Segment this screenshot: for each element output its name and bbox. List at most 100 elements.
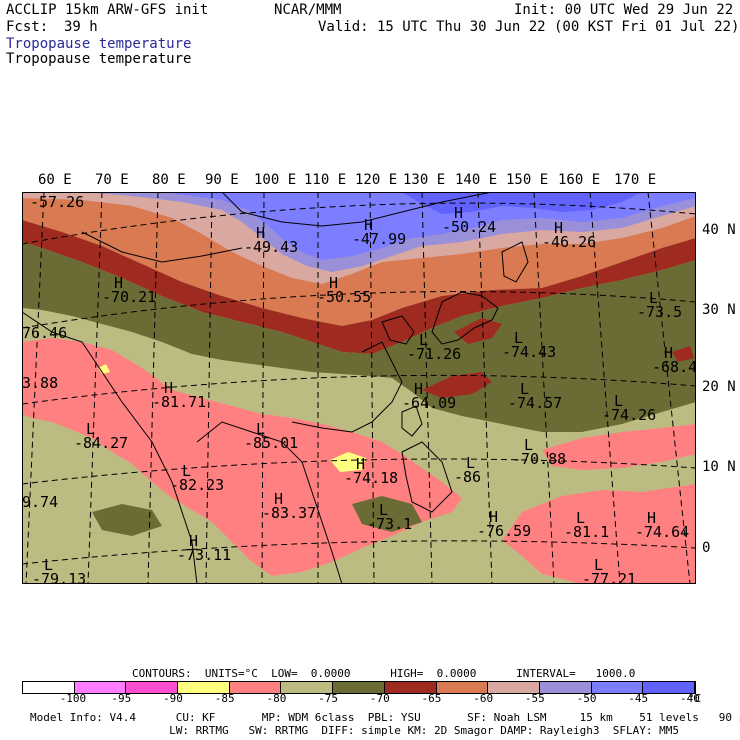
model-title: ACCLIP 15km ARW-GFS init xyxy=(6,2,209,18)
forecast-hours: 39 h xyxy=(64,19,98,35)
lon-label: 100 E xyxy=(254,172,297,188)
extremum-value: -57.26 xyxy=(30,193,84,211)
extremum-mark: L xyxy=(514,329,523,347)
lon-label: 60 E xyxy=(38,172,72,188)
lon-label: 120 E xyxy=(355,172,398,188)
lon-label: 70 E xyxy=(95,172,129,188)
lat-label: 30 N xyxy=(702,302,736,318)
extremum-mark: L xyxy=(44,556,53,574)
extremum-mark: L xyxy=(594,556,603,574)
patch-75-70 xyxy=(92,504,162,536)
color-scale-swatch xyxy=(229,682,282,693)
extremum-value: -81.1 xyxy=(564,523,609,541)
color-scale-tick-label: -65 xyxy=(421,692,442,705)
lat-label: 20 N xyxy=(702,379,736,395)
color-scale-tick-label: -50 xyxy=(576,692,597,705)
color-scale-tick-label: -80 xyxy=(266,692,287,705)
extremum-mark: H xyxy=(364,216,373,234)
extremum-mark: L xyxy=(86,420,95,438)
extremum-value: -70.88 xyxy=(512,450,566,468)
lon-label: 110 E xyxy=(304,172,347,188)
extremum-mark: L xyxy=(520,380,529,398)
color-scale-tick-label: -75 xyxy=(318,692,339,705)
extremum-value: 9.74 xyxy=(22,493,58,511)
graticule xyxy=(22,192,696,584)
color-scale-tick-label: -70 xyxy=(369,692,390,705)
patch-75-70 xyxy=(352,496,422,532)
color-scale-swatch xyxy=(126,682,179,693)
color-scale-tick-label: -40 xyxy=(680,692,700,705)
extremum-value: 3.88 xyxy=(22,374,58,392)
color-scale-swatch xyxy=(281,682,334,693)
extremum-value: -68.4 xyxy=(652,358,696,376)
extremum-value: -84.27 xyxy=(74,434,128,452)
red-spot xyxy=(672,346,694,362)
extremum-mark: H xyxy=(256,224,265,242)
red-spot xyxy=(454,318,502,344)
extremum-value: -71.26 xyxy=(407,345,461,363)
extremum-value: -50.24 xyxy=(442,218,496,236)
extremum-value: -79.13 xyxy=(32,570,86,584)
color-scale-tick-label: -100 xyxy=(59,692,87,705)
extremum-mark: H xyxy=(489,508,498,526)
patch-85-80 xyxy=(542,424,696,470)
extremum-mark: L xyxy=(576,509,585,527)
lon-label: 150 E xyxy=(506,172,549,188)
extremum-value: -74.64 xyxy=(635,523,689,541)
extremum-mark: H xyxy=(189,532,198,550)
contours-info: CONTOURS: UNITS=°C LOW= 0.0000 HIGH= 0.0… xyxy=(132,667,636,680)
extremum-mark: H xyxy=(647,509,656,527)
lat-label: 10 N xyxy=(702,459,736,475)
extremum-value: -77.21 xyxy=(582,570,636,584)
forecast-label: Fcst: xyxy=(6,19,49,35)
extremum-mark: H xyxy=(414,380,423,398)
color-scale-swatch xyxy=(591,682,644,693)
patch-90-85 xyxy=(330,452,366,472)
extremum-mark: H xyxy=(164,379,173,397)
lat-label: 0 xyxy=(702,540,711,556)
extremum-value: -46.26 xyxy=(542,233,596,251)
color-scale-swatch xyxy=(23,682,75,693)
extremum-mark: L xyxy=(419,331,428,349)
extremum-mark: H xyxy=(329,274,338,292)
color-scale-swatch xyxy=(384,682,437,693)
extremum-mark: L xyxy=(614,392,623,410)
patch-85-80 xyxy=(502,484,696,584)
extremum-value: -76.59 xyxy=(477,522,531,540)
color-scale-swatch xyxy=(74,682,127,693)
extremum-value: -50.55 xyxy=(317,288,371,306)
lon-label: 90 E xyxy=(205,172,239,188)
extremum-mark: H xyxy=(356,455,365,473)
color-scale-swatch xyxy=(436,682,489,693)
init-time: Init: 00 UTC Wed 29 Jun 22 xyxy=(514,2,734,18)
field-title-primary: Tropopause temperature xyxy=(6,36,192,52)
extremum-mark: H xyxy=(274,490,283,508)
color-scale-bar xyxy=(22,681,696,694)
lon-label: 80 E xyxy=(152,172,186,188)
extremum-value: -47.99 xyxy=(352,230,406,248)
extremum-value: -73.11 xyxy=(177,546,231,564)
extremum-value: -86 xyxy=(454,468,481,486)
color-scale-unit: °C xyxy=(688,692,702,705)
extremum-mark: H xyxy=(554,219,563,237)
model-info-line-1: Model Info: V4.4 CU: KF MP: WDM 6class P… xyxy=(30,711,740,724)
tropopause-temperature-map: -57.26H-49.43H-47.99H-50.24 H-46.26H-70.2… xyxy=(22,192,696,584)
color-scale-swatch xyxy=(643,682,695,693)
extremum-mark: L xyxy=(182,462,191,480)
color-scale-swatch xyxy=(333,682,385,693)
extremum-value: -73.5 xyxy=(637,303,682,321)
color-scale-swatch xyxy=(178,682,230,693)
color-scale-tick-label: -90 xyxy=(163,692,183,705)
lon-label: 140 E xyxy=(455,172,498,188)
extremum-value: -74.18 xyxy=(344,469,398,487)
extremum-mark: H xyxy=(114,274,123,292)
color-scale-swatch xyxy=(539,682,592,693)
extrema-labels: -57.26H-49.43H-47.99H-50.24 H-46.26H-70.2… xyxy=(22,193,696,584)
extremum-value: -70.21 xyxy=(102,288,156,306)
extremum-mark: L xyxy=(524,436,533,454)
extremum-value: -73.1 xyxy=(367,515,412,533)
model-info-line-2: LW: RRTMG SW: RRTMG DIFF: simple KM: 2D … xyxy=(30,724,680,737)
color-scale-tick-label: -55 xyxy=(524,692,545,705)
extremum-value: -49.43 xyxy=(244,238,298,256)
valid-time: Valid: 15 UTC Thu 30 Jun 22 (00 KST Fri … xyxy=(318,19,740,35)
